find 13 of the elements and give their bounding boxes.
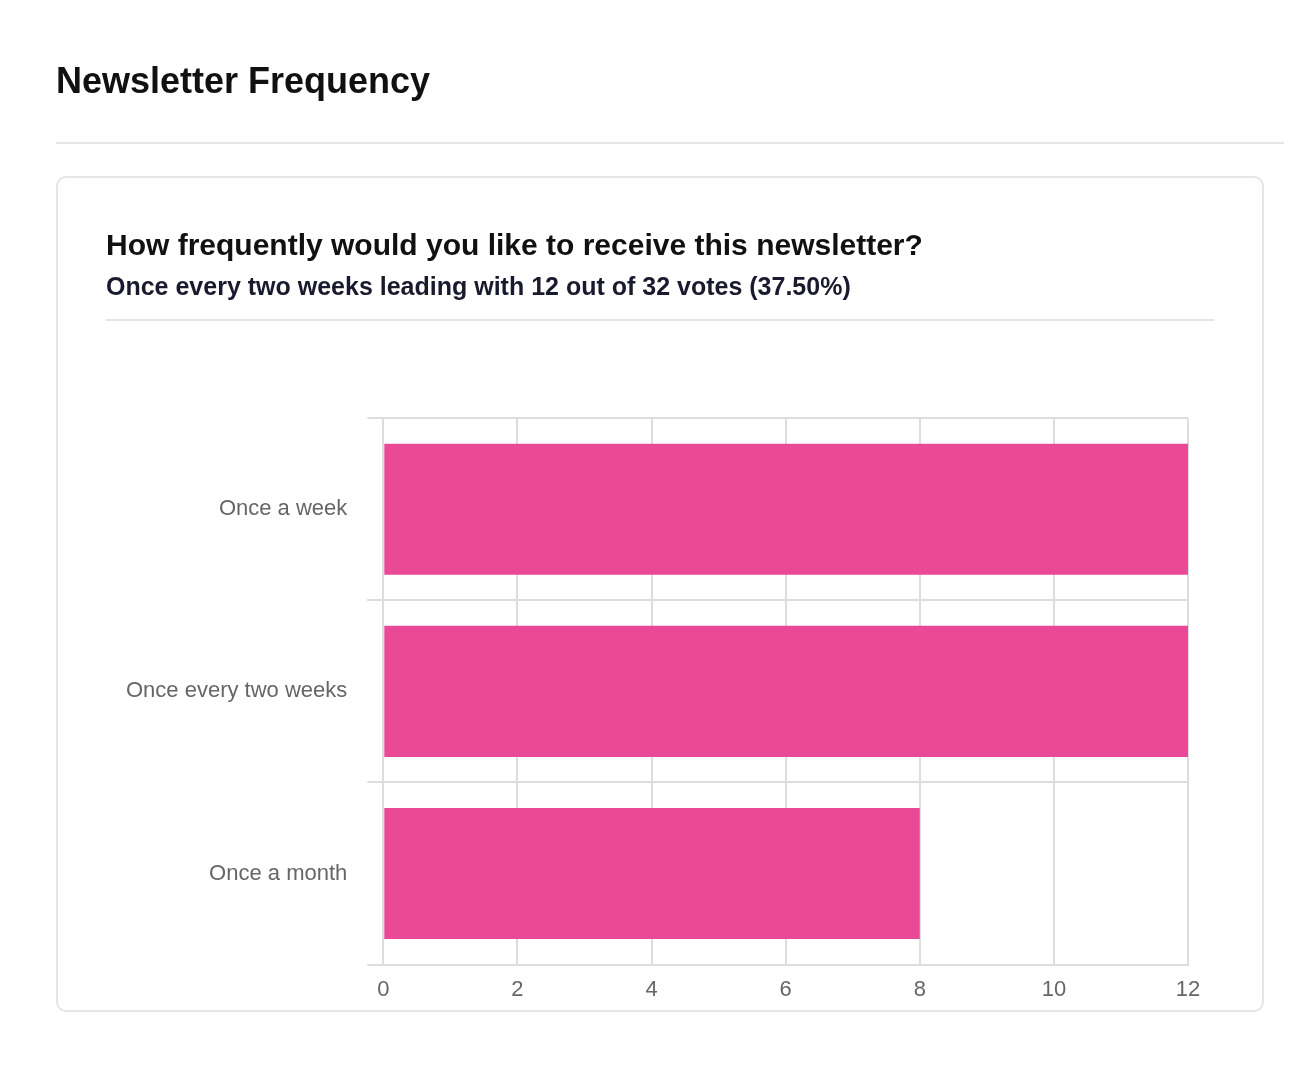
y-tick-label: Once a week — [218, 495, 349, 521]
x-tick-label: 6 — [779, 975, 792, 1001]
x-tick-label: 4 — [645, 975, 658, 1001]
x-tick-label: 8 — [913, 975, 926, 1001]
y-tick-label: Once a month — [209, 859, 348, 885]
x-tick-label: 12 — [1175, 975, 1201, 1001]
x-tick-label: 0 — [377, 975, 390, 1001]
y-tick-label: Once every two weeks — [126, 677, 348, 703]
text: Once every two weeks leading with 12 out of 32 votes (37.50%) — [106, 272, 852, 301]
x-tick-label: 2 — [511, 975, 524, 1001]
chart-title: Newsletter Frequency — [55, 59, 432, 103]
chart-subtitle: How frequently would you like to receive this newsletter? — [106, 228, 924, 262]
x-tick-label: 10 — [1041, 975, 1067, 1001]
